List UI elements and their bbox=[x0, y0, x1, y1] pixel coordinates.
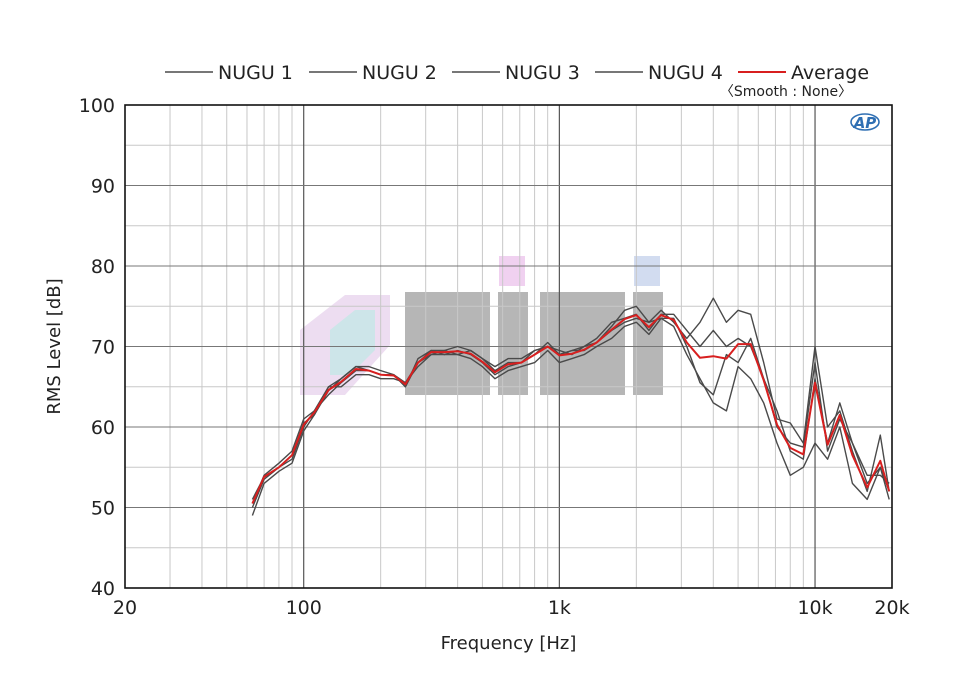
y-tick-labels: 40 50 60 70 80 90 100 bbox=[79, 95, 115, 600]
x-tick-label: 10k bbox=[797, 597, 832, 619]
y-tick-label: 50 bbox=[91, 498, 115, 520]
y-axis-title: RMS Level [dB] bbox=[44, 278, 65, 414]
y-tick-label: 100 bbox=[79, 95, 115, 117]
y-tick-label: 90 bbox=[91, 176, 115, 198]
watermark-shape bbox=[634, 256, 660, 286]
x-tick-label: 20 bbox=[113, 597, 137, 619]
ap-logo-ring bbox=[850, 113, 880, 131]
major-gridlines bbox=[125, 105, 892, 588]
series-lines bbox=[251, 297, 891, 516]
y-tick-label: 40 bbox=[91, 578, 115, 600]
legend-label: NUGU 2 bbox=[362, 62, 437, 84]
smoothing-note: 〈Smooth : None〉 bbox=[720, 84, 852, 100]
legend-label: NUGU 1 bbox=[218, 62, 293, 84]
watermark-shape bbox=[499, 256, 525, 286]
y-tick-label: 80 bbox=[91, 256, 115, 278]
x-tick-labels: 20 100 1k 10k 20k bbox=[113, 597, 910, 619]
ap-logo-text: AP bbox=[853, 114, 877, 132]
series-line-average bbox=[251, 314, 891, 504]
x-tick-label: 1k bbox=[548, 597, 571, 619]
y-tick-label: 70 bbox=[91, 337, 115, 359]
legend-label: Average bbox=[791, 62, 869, 84]
legend: NUGU 1 NUGU 2 NUGU 3 NUGU 4 Average bbox=[165, 62, 869, 84]
y-tick-label: 60 bbox=[91, 417, 115, 439]
watermark-shape bbox=[330, 310, 375, 375]
watermark-shape bbox=[540, 292, 625, 395]
x-axis-title: Frequency [Hz] bbox=[441, 633, 577, 654]
legend-label: NUGU 3 bbox=[505, 62, 580, 84]
plot-frame bbox=[124, 104, 893, 589]
legend-label: NUGU 4 bbox=[648, 62, 723, 84]
watermark-shape bbox=[405, 292, 490, 395]
series-line-nugu-2 bbox=[251, 317, 890, 516]
ap-logo: AP bbox=[850, 113, 880, 132]
x-tick-label: 20k bbox=[874, 597, 909, 619]
series-line-nugu-4 bbox=[251, 317, 890, 500]
x-tick-label: 100 bbox=[286, 597, 322, 619]
